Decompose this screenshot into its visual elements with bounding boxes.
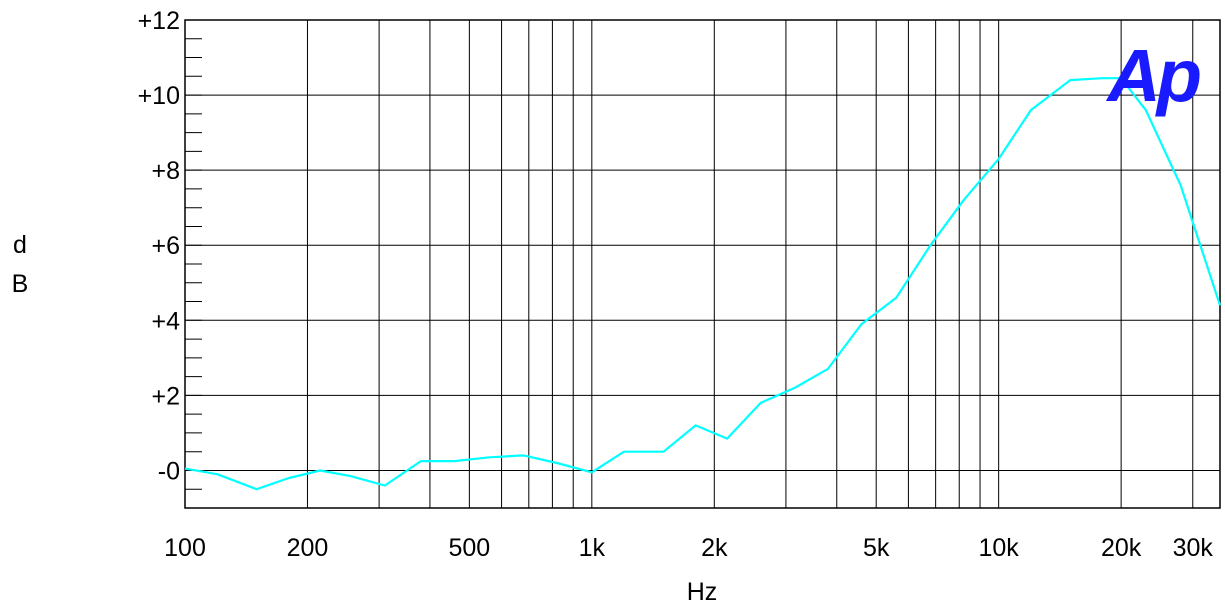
grid [184, 19, 1220, 508]
plot-frame [184, 19, 1221, 509]
x-tick-label-30k: 30k [1173, 534, 1214, 562]
series-line [184, 77, 1222, 491]
x-tick-label-2k: 2k [701, 534, 728, 562]
y-tick-label-+8: +8 [151, 157, 180, 185]
ap-logo: Ap [1105, 34, 1199, 117]
y-tick-label--0: -0 [158, 457, 180, 485]
y-tick-labels: +12 +10 +8 +6 +4 +2 -0 [138, 7, 181, 485]
x-tick-labels: 100 200 500 1k 2k 5k 10k 20k 30k [164, 534, 1213, 562]
y-tick-label-+2: +2 [151, 382, 180, 410]
x-tick-label-200: 200 [287, 534, 329, 562]
x-axis-label: Hz [687, 578, 718, 606]
y-tick-label-+12: +12 [138, 7, 180, 35]
y-tick-label-+10: +10 [138, 82, 180, 110]
x-tick-label-20k: 20k [1101, 534, 1142, 562]
x-tick-label-10k: 10k [979, 534, 1020, 562]
y-tick-label-+6: +6 [151, 232, 180, 260]
y-tick-label-+4: +4 [151, 307, 180, 335]
x-tick-label-1k: 1k [579, 534, 606, 562]
x-tick-label-500: 500 [449, 534, 491, 562]
x-tick-label-100: 100 [164, 534, 206, 562]
y-minor-ticks [185, 19, 202, 509]
y-axis-label-line-2: B [12, 270, 29, 298]
x-tick-label-5k: 5k [863, 534, 890, 562]
y-axis-label-line-1: d [13, 231, 27, 259]
